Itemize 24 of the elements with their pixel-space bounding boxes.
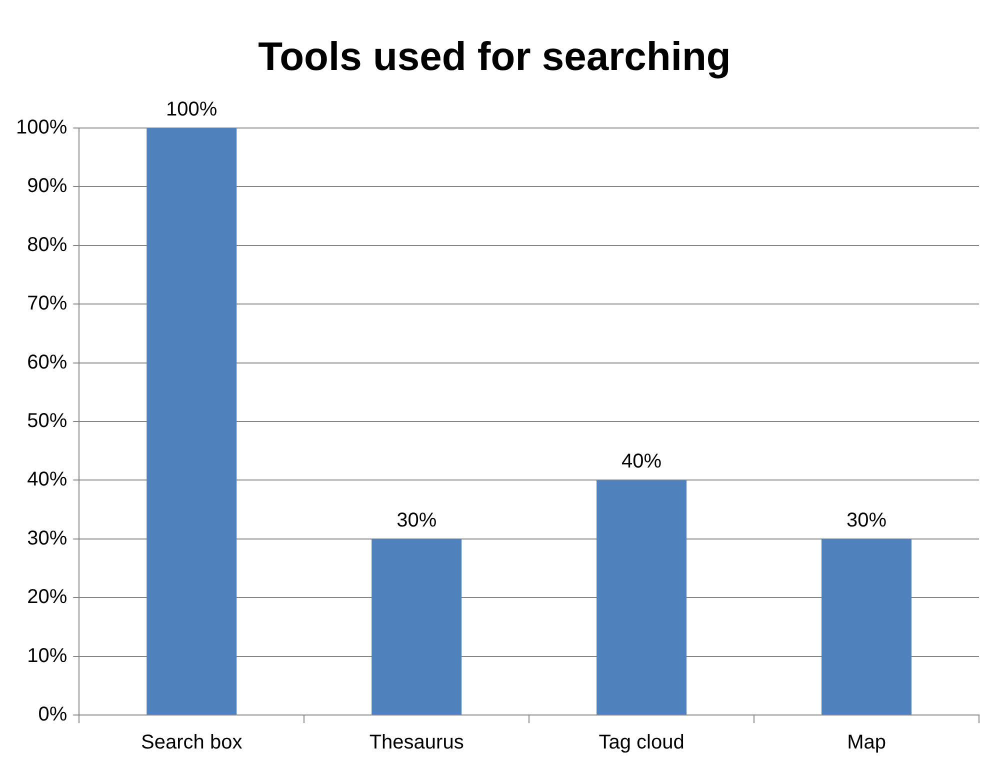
y-tick-label: 80% [27,234,68,256]
chart-title: Tools used for searching [258,35,731,80]
data-label: 100% [166,98,218,121]
bar [372,538,462,714]
y-tick-label: 60% [27,351,68,374]
x-tick-label: Map [847,732,886,754]
data-label: 40% [622,450,662,473]
y-tick-label: 90% [27,175,68,198]
x-tick-label: Search box [141,732,242,754]
y-tick-label: 30% [27,527,68,550]
bar [822,538,912,714]
y-tick-label: 20% [27,586,68,608]
data-label: 30% [846,509,887,532]
y-tick-label: 70% [27,292,68,315]
y-tick-label: 40% [27,468,68,491]
y-tick-label: 0% [38,704,68,726]
y-tick-label: 100% [16,116,68,139]
x-tick-label: Thesaurus [369,732,464,754]
data-label: 30% [396,509,437,532]
y-tick-label: 50% [27,410,68,432]
y-tick-label: 10% [27,644,68,667]
x-tick-label: Tag cloud [598,732,684,754]
bar [596,480,687,714]
bar [146,128,237,714]
